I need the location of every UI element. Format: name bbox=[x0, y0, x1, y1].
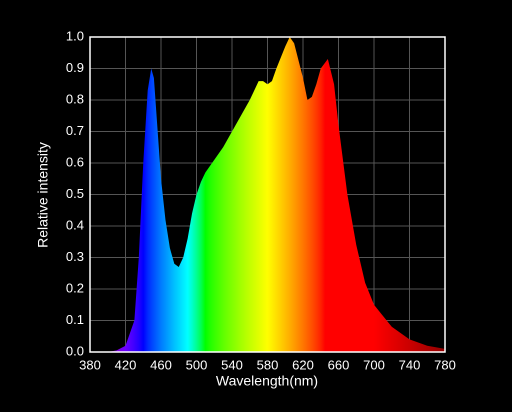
y-tick-label: 0.2 bbox=[66, 280, 84, 295]
x-tick-label: 540 bbox=[221, 357, 243, 372]
y-tick-label: 1.0 bbox=[66, 28, 84, 43]
y-tick-label: 0.9 bbox=[66, 60, 84, 75]
y-tick-label: 0.0 bbox=[66, 343, 84, 358]
x-axis-label: Wavelength(nm) bbox=[216, 373, 318, 389]
y-tick-label: 0.4 bbox=[66, 217, 84, 232]
spectrum-area bbox=[90, 37, 445, 352]
y-tick-label: 0.5 bbox=[66, 186, 84, 201]
y-tick-label: 0.8 bbox=[66, 91, 84, 106]
x-tick-label: 460 bbox=[150, 357, 172, 372]
y-tick-label: 0.3 bbox=[66, 249, 84, 264]
y-tick-label: 0.6 bbox=[66, 154, 84, 169]
x-tick-label: 780 bbox=[434, 357, 456, 372]
x-tick-label: 500 bbox=[186, 357, 208, 372]
plot-frame bbox=[89, 36, 446, 353]
x-tick-label: 740 bbox=[399, 357, 421, 372]
x-tick-label: 580 bbox=[257, 357, 279, 372]
y-tick-label: 0.7 bbox=[66, 123, 84, 138]
x-tick-label: 380 bbox=[79, 357, 101, 372]
x-tick-label: 660 bbox=[328, 357, 350, 372]
x-tick-label: 420 bbox=[115, 357, 137, 372]
y-axis-label: Relative intensity bbox=[35, 142, 51, 248]
y-tick-label: 0.1 bbox=[66, 312, 84, 327]
x-tick-label: 620 bbox=[292, 357, 314, 372]
x-tick-label: 700 bbox=[363, 357, 385, 372]
